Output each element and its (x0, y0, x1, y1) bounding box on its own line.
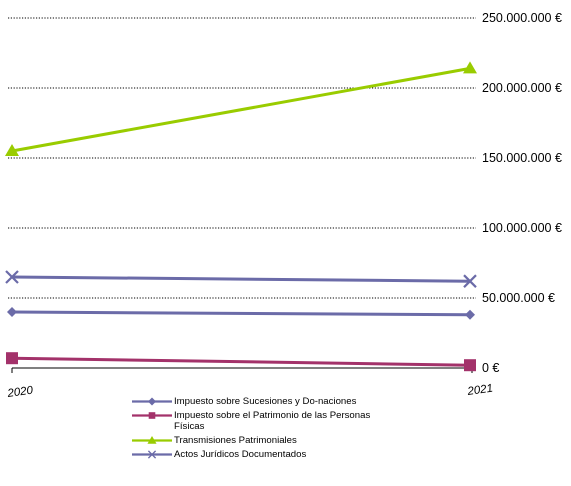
legend-marker (148, 412, 156, 419)
gridlines (8, 17, 476, 299)
marker-stroke (5, 270, 19, 284)
marker-stroke (147, 450, 157, 459)
legend-item: Transmisiones Patrimoniales (132, 435, 392, 446)
data-point-x (463, 274, 477, 288)
legend-marker (147, 435, 157, 444)
x-tick-label: 2021 (466, 383, 494, 399)
legend-swatch (132, 397, 172, 406)
x-axis-labels: 2020 2021 (6, 383, 494, 401)
series-line (11, 310, 471, 317)
legend-item: Actos Jurídicos Documentados (132, 449, 392, 460)
y-axis-labels: 0 € 50.000.000 € 100.000.000 € 150.000.000 … (482, 11, 562, 375)
legend: Impuesto sobre Sucesiones y Do-naciones I… (132, 396, 392, 463)
legend-item: Impuesto sobre Sucesiones y Do-naciones (132, 396, 392, 407)
legend-marker (147, 450, 157, 459)
legend-label: Actos Jurídicos Documentados (174, 449, 307, 460)
data-point-triangle (5, 144, 19, 156)
legend-swatch (132, 412, 172, 419)
legend-label: Impuesto sobre Sucesiones y Do-naciones (174, 396, 357, 407)
legend-item: Impuesto sobre el Patrimonio de las Pers… (132, 410, 392, 432)
y-tick-label: 250.000.000 € (482, 11, 562, 25)
legend-swatch (132, 435, 172, 444)
series-line (11, 66, 471, 153)
legend-label: Transmisiones Patrimoniales (174, 435, 297, 446)
legend-marker (148, 397, 156, 406)
data-point-diamond (7, 307, 17, 317)
y-tick-label: 100.000.000 € (482, 221, 562, 235)
data-point-square (464, 359, 476, 372)
data-point-square (6, 352, 18, 365)
x-tick-label: 2020 (6, 384, 35, 400)
series-markers (5, 61, 477, 372)
marker-stroke (463, 274, 477, 288)
series-line (11, 356, 471, 367)
series-line (11, 275, 471, 283)
y-tick-label: 200.000.000 € (482, 81, 562, 95)
data-point-diamond (465, 309, 475, 320)
data-point-triangle (463, 61, 477, 74)
series-lines (11, 66, 471, 367)
axes (11, 367, 473, 373)
legend-swatch (132, 450, 172, 459)
y-tick-label: 50.000.000 € (482, 291, 555, 305)
y-tick-label: 0 € (482, 361, 499, 375)
data-point-x (5, 270, 19, 284)
y-tick-label: 150.000.000 € (482, 151, 562, 165)
legend-label: Impuesto sobre el Patrimonio de las Pers… (174, 410, 371, 432)
